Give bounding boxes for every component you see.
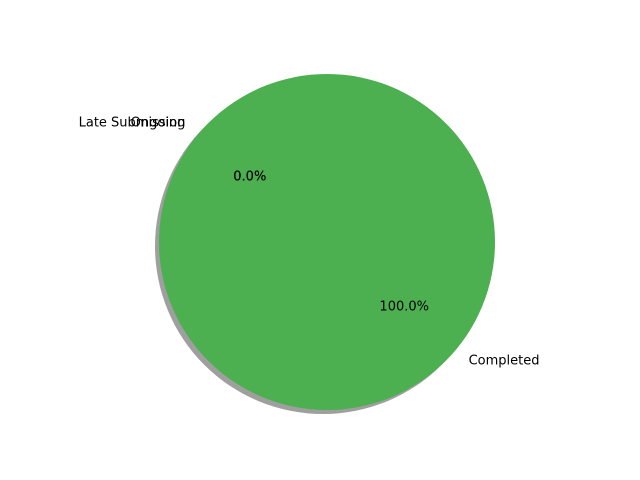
category-label-ongoing: Ongoing [131, 116, 186, 131]
percent-label-late-submission: 0.0% [233, 170, 266, 185]
pie-slices [159, 74, 495, 410]
percent-label-ongoing: 0.0% [233, 170, 266, 185]
slice-completed [159, 74, 495, 410]
category-label-late-submission: Late Submission [79, 116, 186, 131]
percent-label-completed: 100.0% [379, 299, 429, 314]
category-label-completed: Completed [469, 353, 540, 368]
pie-labels: Late Submission0.0%Ongoing0.0%Completed1… [79, 116, 540, 369]
